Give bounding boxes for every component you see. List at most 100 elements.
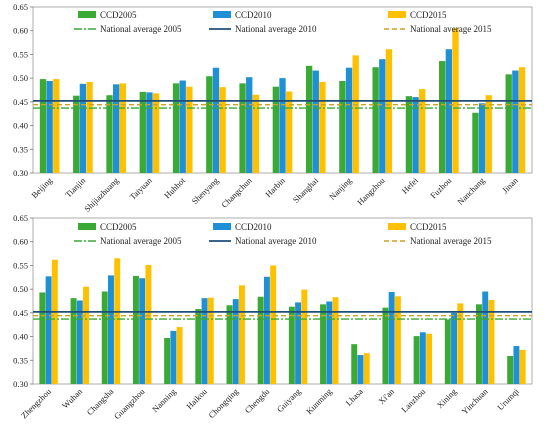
bar-ccd2005-zhengzhou bbox=[39, 292, 46, 384]
category-label: Guiyang bbox=[275, 386, 303, 414]
bar-ccd2015-kunming bbox=[332, 297, 339, 384]
bar-ccd2010-chongqing bbox=[232, 299, 239, 384]
bar-ccd2010-hefei bbox=[412, 97, 419, 173]
bar-ccd2015-shenyang bbox=[219, 87, 226, 173]
category-label: Lanzhou bbox=[399, 386, 428, 415]
category-label: Kunming bbox=[304, 386, 334, 416]
legend-label-avg2015: National average 2015 bbox=[410, 236, 492, 246]
bar-ccd2010-lanzhou bbox=[419, 332, 426, 384]
bar-ccd2005-taiyuan bbox=[139, 91, 146, 173]
legend-swatch-ccd2010 bbox=[213, 223, 231, 230]
legend-label-avg2010: National average 2010 bbox=[235, 236, 317, 246]
bar-ccd2005-chongqing bbox=[226, 305, 233, 384]
bar-ccd2015-harbin bbox=[285, 91, 293, 173]
bar-ccd2015-chengdu bbox=[270, 265, 277, 384]
bar-ccd2005-lhasa bbox=[351, 344, 358, 384]
bar-ccd2010-yinchuan bbox=[482, 291, 489, 384]
bar-ccd2005-kunming bbox=[320, 304, 327, 384]
bar-ccd2015-huhhot bbox=[186, 86, 193, 173]
legend-swatch-ccd2005 bbox=[78, 223, 96, 230]
bar-ccd2005-shijiazhuang bbox=[106, 95, 113, 173]
bar-ccd2005-wuhan bbox=[70, 298, 77, 384]
bar-ccd2015-tianjin bbox=[86, 81, 93, 173]
category-label: Hangzhou bbox=[355, 175, 387, 207]
category-label: Chongqing bbox=[206, 386, 240, 420]
bar-ccd2005-haikou bbox=[195, 309, 202, 384]
y-tick-label: 0.30 bbox=[13, 379, 28, 389]
bar-ccd2005-lanzhou bbox=[413, 336, 420, 384]
category-label: Jinan bbox=[500, 175, 520, 195]
bar-ccd2015-jinan bbox=[518, 67, 526, 173]
legend-label-ccd2010: CCD2010 bbox=[235, 222, 272, 232]
legend-label-ccd2015: CCD2015 bbox=[410, 10, 447, 20]
bar-ccd2010-urumqi bbox=[513, 346, 520, 384]
bar-ccd2005-nanchang bbox=[472, 112, 479, 173]
bar-ccd2010-jinan bbox=[512, 70, 519, 173]
bar-ccd2010-fuzhou bbox=[445, 49, 452, 174]
bar-ccd2010-lhasa bbox=[357, 355, 364, 384]
category-label: Changsha bbox=[85, 386, 116, 417]
bar-ccd2005-changchun bbox=[239, 83, 246, 173]
bar-ccd2015-hefei bbox=[419, 89, 426, 173]
bar-ccd2010-nanning bbox=[170, 330, 177, 384]
bar-ccd2010-hangzhou bbox=[379, 59, 386, 173]
bar-ccd2015-beijing bbox=[53, 79, 60, 173]
category-label: Shenyang bbox=[190, 175, 221, 206]
category-label: Xi'an bbox=[376, 386, 396, 406]
bar-ccd2005-yinchuan bbox=[476, 304, 482, 384]
category-label: Tianjin bbox=[63, 175, 88, 200]
category-label: Chengdu bbox=[243, 386, 272, 415]
y-tick-label: 0.65 bbox=[13, 213, 28, 223]
bar-ccd2015-shijiazhuang bbox=[119, 83, 126, 173]
legend-label-avg2010: National average 2010 bbox=[235, 24, 317, 34]
legend-label-avg2015: National average 2015 bbox=[410, 24, 492, 34]
bar-ccd2010-huhhot bbox=[179, 80, 186, 173]
y-tick-label: 0.55 bbox=[13, 260, 28, 270]
y-tick-label: 0.60 bbox=[13, 237, 28, 247]
bar-ccd2005-tianjin bbox=[73, 95, 80, 173]
bar-ccd2015-nanchang bbox=[485, 95, 492, 173]
bar-ccd2015-haikou bbox=[207, 297, 214, 384]
y-tick-label: 0.40 bbox=[13, 121, 28, 131]
bar-ccd2015-changsha bbox=[114, 258, 121, 384]
bar-ccd2005-nanjing bbox=[339, 80, 346, 173]
category-label: Nanning bbox=[150, 386, 178, 414]
bar-ccd2010-changchun bbox=[246, 77, 253, 173]
legend-label-ccd2015: CCD2015 bbox=[410, 222, 447, 232]
bar-ccd2015-nanning bbox=[176, 327, 183, 384]
bar-ccd2015-chongqing bbox=[238, 285, 245, 384]
bar-ccd2010-tianjin bbox=[79, 83, 87, 173]
category-label: Harbin bbox=[263, 175, 287, 199]
bar-ccd2015-zhengzhou bbox=[51, 259, 58, 384]
category-label: Taiyuan bbox=[127, 175, 154, 202]
y-tick-label: 0.50 bbox=[13, 284, 28, 294]
legend-label-avg2005: National average 2005 bbox=[100, 236, 182, 246]
bar-ccd2005-hangzhou bbox=[372, 67, 379, 173]
y-tick-label: 0.55 bbox=[13, 49, 28, 59]
bar-ccd2005-nanning bbox=[164, 337, 171, 384]
bar-ccd2015-xining bbox=[457, 303, 464, 384]
category-label: Changchun bbox=[219, 175, 254, 210]
legend-label-ccd2005: CCD2005 bbox=[100, 222, 137, 232]
category-label: Fuzhou bbox=[428, 175, 454, 201]
bar-ccd2005-harbin bbox=[272, 86, 280, 173]
category-label: Wuhan bbox=[60, 386, 85, 411]
bar-ccd2005-guangzhou bbox=[132, 275, 139, 384]
bar-ccd2015-hangzhou bbox=[385, 49, 393, 174]
category-label: Haikou bbox=[184, 386, 209, 411]
bar-ccd2010-wuhan bbox=[76, 300, 83, 384]
bar-ccd2015-changchun bbox=[252, 94, 260, 173]
bar-ccd2015-yinchuan bbox=[488, 300, 495, 384]
bar-ccd2005-beijing bbox=[39, 79, 47, 173]
bar-ccd2005-shanghai bbox=[305, 65, 313, 173]
bar-ccd2005-huhhot bbox=[172, 83, 180, 173]
bar-ccd2010-guangzhou bbox=[139, 278, 146, 384]
y-tick-label: 0.45 bbox=[13, 308, 28, 318]
bar-ccd2010-harbin bbox=[279, 78, 286, 173]
bar-ccd2015-guangzhou bbox=[145, 264, 152, 384]
bar-ccd2010-kunming bbox=[326, 301, 333, 384]
chart-panel-2: 0.30 0.35 0.40 0.45 0.50 0.55 0.60 0.65 Zhengzho… bbox=[13, 213, 533, 421]
y-tick-label: 0.35 bbox=[13, 144, 28, 154]
